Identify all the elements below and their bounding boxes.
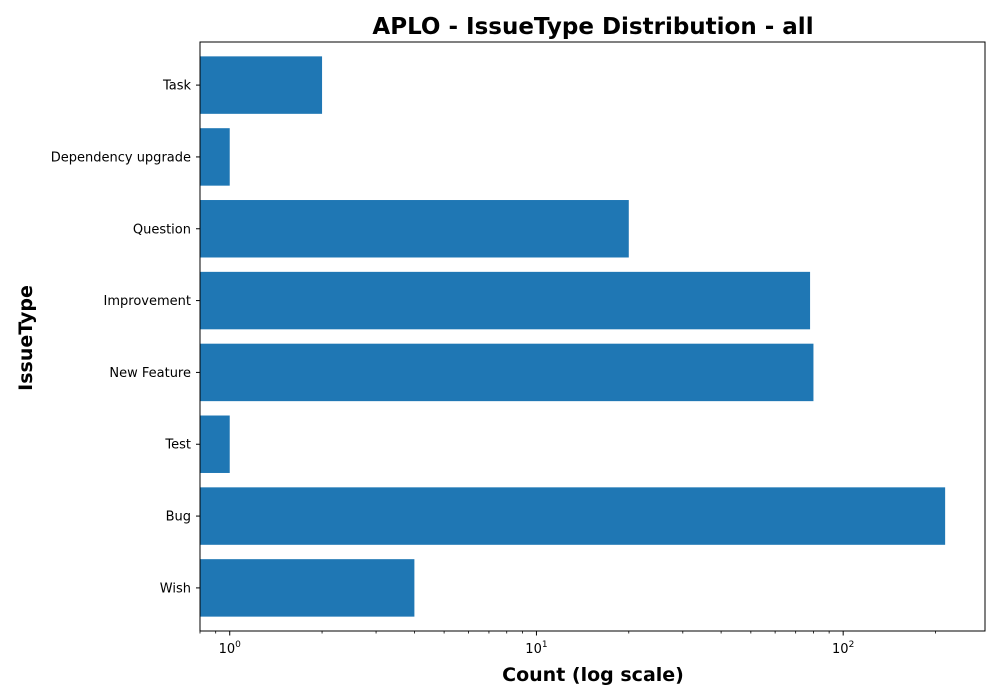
- y-tick-label: Wish: [160, 581, 191, 596]
- bar-bug: [200, 487, 946, 545]
- y-tick-label: Improvement: [104, 294, 191, 309]
- plot-frame: [199, 41, 986, 632]
- y-tick-label: Task: [162, 79, 192, 94]
- x-tick-label: 102: [832, 640, 854, 657]
- bars-group: [200, 56, 946, 617]
- bar-improvement: [200, 271, 811, 330]
- x-tick-label: 101: [525, 640, 547, 657]
- bar-new-feature: [200, 343, 814, 402]
- x-tick-label: 100: [219, 640, 242, 657]
- x-axis-label: Count (log scale): [502, 664, 684, 686]
- y-tick-label: Bug: [166, 510, 191, 525]
- bar-wish: [200, 559, 415, 617]
- bar-question: [200, 200, 629, 258]
- x-ticks-group: 100 101 102: [199, 631, 936, 657]
- y-ticks-group: Wish Bug Test New Feature Improvement Questio…: [51, 79, 200, 596]
- y-tick-label: Dependency upgrade: [51, 150, 191, 165]
- y-tick-label: Test: [164, 438, 191, 453]
- bar-task: [200, 56, 323, 114]
- bar-dependency-upgrade: [200, 128, 230, 186]
- bar-test: [200, 415, 230, 473]
- chart-title: APLO - IssueType Distribution - all: [372, 14, 813, 40]
- y-axis-label: IssueType: [15, 285, 37, 391]
- y-tick-label: Question: [133, 222, 191, 237]
- y-tick-label: New Feature: [109, 366, 191, 381]
